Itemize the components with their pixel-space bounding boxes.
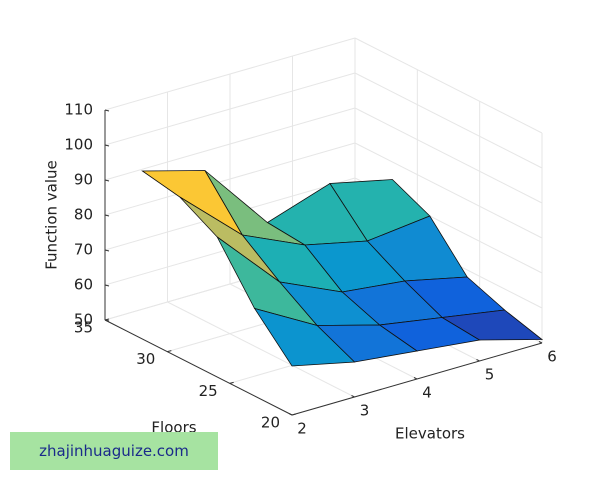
- grid-line: [354, 142, 543, 239]
- x-tick-label: 6: [547, 348, 557, 366]
- surface-patch: [253, 307, 356, 367]
- z-tick-label: 70: [74, 241, 93, 259]
- y-tick: [167, 350, 172, 353]
- x-tick: [476, 359, 480, 362]
- y-axis: [104, 319, 293, 416]
- x-tick-label: 4: [422, 384, 432, 402]
- x-tick: [351, 395, 355, 398]
- y-tick: [291, 413, 297, 416]
- x-tick-label: 2: [297, 420, 307, 438]
- z-tick: [104, 109, 110, 112]
- grid-line: [104, 37, 356, 111]
- x-tick: [288, 413, 293, 416]
- y-tick-label: 25: [199, 382, 218, 400]
- x-axis-label: Elevators: [395, 425, 465, 443]
- z-tick: [104, 144, 110, 147]
- z-tick-label: 80: [74, 206, 93, 224]
- surface-layer: [141, 170, 544, 367]
- z-tick: [104, 284, 110, 287]
- grid-line: [354, 72, 543, 169]
- watermark: zhajinhuaguize.com: [10, 432, 218, 470]
- z-tick-label: 110: [64, 101, 93, 119]
- z-tick: [104, 179, 110, 182]
- x-tick-label: 3: [360, 402, 370, 420]
- z-tick: [104, 319, 110, 322]
- x-tick: [538, 341, 543, 344]
- x-tick: [413, 377, 418, 380]
- z-tick-label: 50: [74, 311, 93, 329]
- grid-line: [104, 107, 356, 181]
- y-tick-label: 30: [136, 350, 155, 368]
- z-tick-label: 60: [74, 276, 93, 294]
- y-tick-label: 20: [261, 414, 280, 432]
- grid-line: [104, 72, 356, 146]
- z-tick-label: 90: [74, 171, 93, 189]
- y-tick-label: 35: [74, 319, 93, 337]
- z-tick-label: 100: [64, 136, 93, 154]
- grid-line: [104, 142, 356, 216]
- x-tick-label: 5: [485, 366, 495, 384]
- grid-line: [354, 37, 543, 134]
- grid-line: [354, 107, 543, 204]
- y-tick: [229, 381, 234, 384]
- z-tick: [104, 249, 110, 252]
- z-tick: [104, 214, 110, 217]
- grid-line: [167, 301, 355, 398]
- z-axis-label: Function value: [43, 160, 61, 270]
